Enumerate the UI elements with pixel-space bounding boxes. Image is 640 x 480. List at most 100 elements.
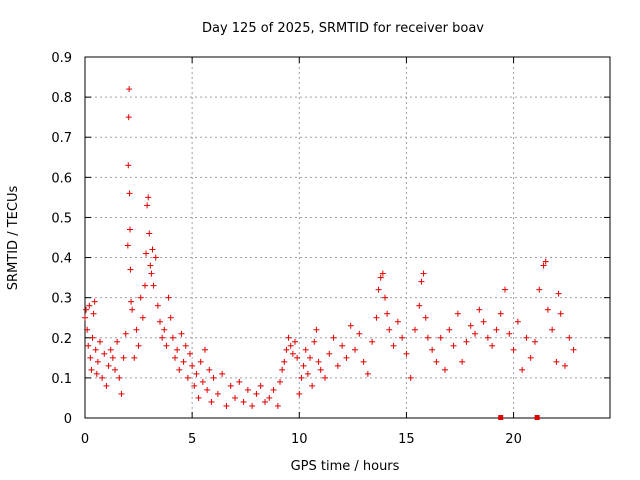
data-point	[127, 226, 133, 233]
data-point	[307, 354, 313, 361]
y-tick-label: 0.8	[51, 91, 72, 106]
data-point	[510, 346, 517, 353]
data-point	[562, 362, 568, 369]
data-point	[418, 278, 425, 285]
data-point	[459, 358, 466, 365]
data-point	[131, 354, 138, 361]
data-point	[489, 342, 496, 349]
data-point	[266, 394, 273, 401]
data-point	[105, 362, 112, 369]
data-point	[133, 326, 140, 333]
y-tick-label: 0.9	[51, 51, 72, 66]
data-point	[128, 298, 135, 305]
data-point	[424, 334, 431, 341]
data-point	[330, 334, 337, 341]
data-point	[202, 346, 208, 353]
data-point	[142, 282, 148, 289]
data-point	[532, 338, 538, 345]
y-tick-label: 0	[64, 412, 72, 427]
data-point	[91, 298, 98, 305]
data-point	[480, 318, 487, 325]
data-point	[527, 354, 534, 361]
y-tick-label: 0.7	[51, 131, 72, 146]
data-point	[143, 250, 150, 257]
data-point	[257, 382, 264, 389]
data-point	[178, 330, 185, 337]
data-point	[204, 386, 211, 393]
data-point	[382, 294, 388, 301]
data-point	[112, 366, 118, 373]
data-point	[92, 346, 99, 353]
data-point	[287, 342, 294, 349]
data-point	[219, 370, 226, 377]
data-point	[193, 370, 200, 377]
data-point	[85, 342, 92, 349]
data-point	[322, 374, 328, 381]
data-point	[467, 322, 474, 329]
data-point	[502, 286, 508, 293]
data-point	[281, 358, 288, 365]
data-point	[116, 374, 123, 381]
data-point	[206, 366, 213, 373]
data-point	[292, 338, 298, 345]
data-point	[412, 326, 418, 333]
data-point	[279, 366, 286, 373]
data-point	[236, 378, 243, 385]
data-point	[124, 242, 131, 249]
data-point	[109, 354, 116, 361]
y-tick-label: 0.5	[51, 211, 72, 226]
data-point	[379, 270, 386, 277]
data-point	[542, 258, 549, 265]
data-point	[334, 362, 341, 369]
data-point	[101, 350, 108, 357]
data-point	[519, 366, 526, 373]
data-point	[145, 194, 152, 201]
data-point	[152, 254, 159, 261]
data-point	[167, 314, 174, 321]
data-point	[126, 190, 133, 197]
data-point	[454, 310, 461, 317]
data-point	[107, 346, 114, 353]
data-point	[172, 354, 178, 361]
data-point	[82, 314, 88, 321]
data-point	[384, 310, 391, 317]
data-point	[88, 366, 95, 373]
data-point	[125, 162, 132, 169]
y-tick-label: 0.1	[51, 372, 72, 387]
data-point	[93, 370, 100, 377]
data-point	[523, 334, 530, 341]
data-point	[347, 322, 354, 329]
data-point	[313, 326, 320, 333]
data-point	[244, 386, 251, 393]
data-point	[437, 334, 444, 341]
data-point	[89, 334, 96, 341]
data-point	[149, 246, 156, 253]
data-point	[147, 262, 154, 269]
data-point	[249, 402, 256, 409]
data-point	[189, 362, 196, 369]
data-point	[227, 382, 234, 389]
data-point	[497, 310, 504, 317]
data-point	[549, 326, 556, 333]
square-marker	[534, 415, 540, 420]
x-tick-label: 0	[81, 432, 89, 447]
data-point	[187, 350, 193, 357]
data-point	[373, 314, 380, 321]
data-point	[139, 314, 146, 321]
data-point	[476, 306, 483, 313]
data-point	[126, 86, 133, 93]
data-point	[422, 314, 429, 321]
data-point	[450, 342, 457, 349]
data-point	[317, 366, 324, 373]
data-point	[253, 390, 260, 397]
data-point	[262, 398, 268, 405]
data-point	[390, 342, 397, 349]
data-point	[277, 378, 283, 385]
data-point	[137, 294, 144, 301]
data-point	[150, 282, 157, 289]
data-point	[148, 270, 155, 277]
data-point	[169, 334, 176, 341]
x-tick-label: 5	[188, 432, 196, 447]
data-point	[118, 390, 125, 397]
